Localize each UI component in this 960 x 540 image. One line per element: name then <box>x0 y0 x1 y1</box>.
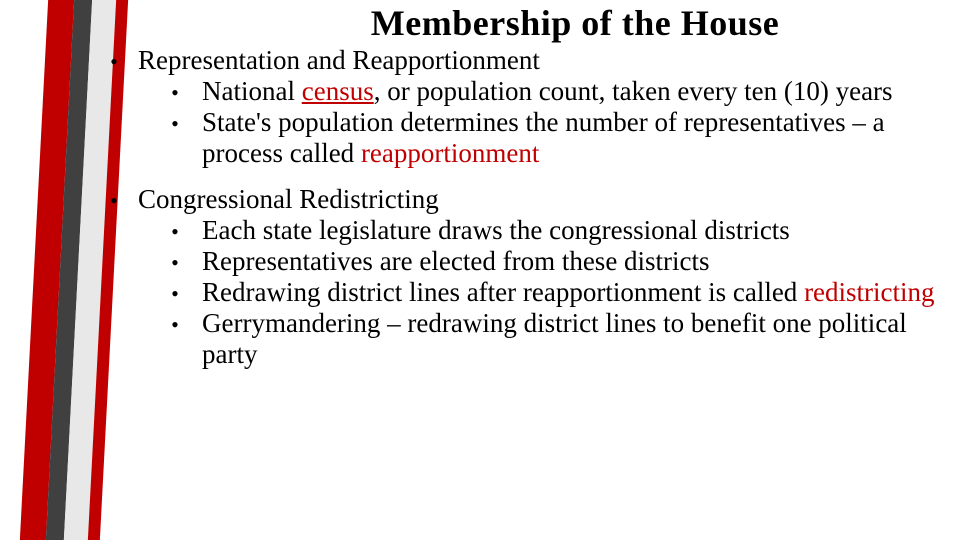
bullet-icon: • <box>90 50 138 74</box>
outline-list: •Representation and Reapportionment•Nati… <box>90 46 940 370</box>
keyword: census <box>302 76 374 106</box>
bullet-icon: • <box>148 281 202 306</box>
bullet-icon: • <box>148 312 202 337</box>
section-items: •Each state legislature draws the congre… <box>90 215 940 370</box>
list-item: •Gerrymandering – redrawing district lin… <box>148 308 940 370</box>
list-item-text: Representatives are elected from these d… <box>202 246 940 277</box>
list-item: •Each state legislature draws the congre… <box>148 215 940 246</box>
slide-content: Membership of the House •Representation … <box>0 0 960 540</box>
slide-title: Membership of the House <box>210 2 940 44</box>
list-item: •Representatives are elected from these … <box>148 246 940 277</box>
bullet-icon: • <box>148 80 202 105</box>
list-item: •National census, or population count, t… <box>148 76 940 107</box>
outline-section: •Congressional Redistricting•Each state … <box>90 185 940 370</box>
section-heading: Congressional Redistricting <box>138 185 439 215</box>
keyword: reapportionment <box>361 138 539 168</box>
list-item-text: Gerrymandering – redrawing district line… <box>202 308 940 370</box>
bullet-icon: • <box>90 189 138 213</box>
section-heading: Representation and Reapportionment <box>138 46 540 76</box>
section-heading-row: •Congressional Redistricting <box>90 185 940 215</box>
section-items: •National census, or population count, t… <box>90 76 940 169</box>
list-item-text: Redrawing district lines after reapporti… <box>202 277 940 308</box>
list-item-text: National census, or population count, ta… <box>202 76 940 107</box>
list-item: •Redrawing district lines after reapport… <box>148 277 940 308</box>
keyword: redistricting <box>804 277 934 307</box>
bullet-icon: • <box>148 250 202 275</box>
section-heading-row: •Representation and Reapportionment <box>90 46 940 76</box>
bullet-icon: • <box>148 219 202 244</box>
list-item-text: State's population determines the number… <box>202 107 940 169</box>
list-item: •State's population determines the numbe… <box>148 107 940 169</box>
bullet-icon: • <box>148 111 202 136</box>
outline-section: •Representation and Reapportionment•Nati… <box>90 46 940 169</box>
list-item-text: Each state legislature draws the congres… <box>202 215 940 246</box>
